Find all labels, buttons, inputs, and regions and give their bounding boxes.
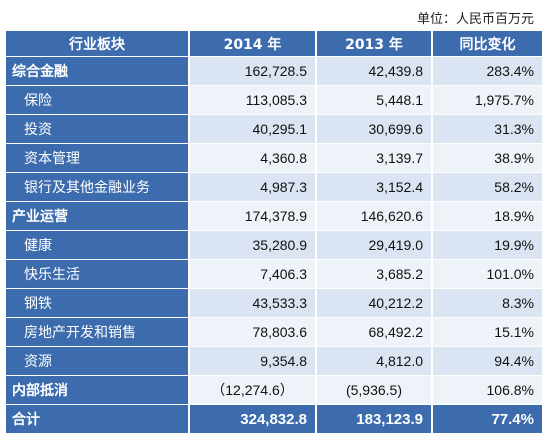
table-row: 健康 35,280.9 29,419.0 19.9% (6, 230, 542, 260)
value-change: 8.3% (432, 288, 542, 318)
value-2014: 4,987.3 (189, 172, 317, 202)
value-2013: 3,139.7 (316, 143, 433, 173)
table-row: 综合金融 162,728.5 42,439.8 283.4% (6, 56, 542, 86)
value-change: 19.9% (432, 230, 542, 260)
value-change: 18.9% (432, 201, 542, 231)
row-label: 产业运营 (6, 201, 190, 231)
table-row: 快乐生活 7,406.3 3,685.2 101.0% (6, 259, 542, 289)
value-2014: 43,533.3 (189, 288, 317, 318)
value-change: 94.4% (432, 346, 542, 376)
value-2013: 42,439.8 (316, 56, 433, 86)
table-row: 投资 40,295.1 30,699.6 31.3% (6, 114, 542, 144)
row-label: 快乐生活 (6, 259, 190, 289)
table-row: 内部抵消 （12,274.6） (5,936.5) 106.8% (6, 375, 542, 405)
table-row: 资源 9,354.8 4,812.0 94.4% (6, 346, 542, 376)
value-2013: 30,699.6 (316, 114, 433, 144)
table-row: 资本管理 4,360.8 3,139.7 38.9% (6, 143, 542, 173)
unit-note: 单位：人民币百万元 (416, 12, 534, 27)
value-2013: 3,685.2 (316, 259, 433, 289)
row-label: 资本管理 (6, 143, 190, 173)
row-label: 房地产开发和销售 (6, 317, 190, 347)
value-change: 101.0% (432, 259, 542, 289)
total-2014: 324,832.8 (189, 404, 317, 434)
value-change: 58.2% (432, 172, 542, 202)
total-2013: 183,123.9 (316, 404, 433, 434)
value-2014: 113,085.3 (189, 85, 317, 115)
value-2014: 162,728.5 (189, 56, 317, 86)
table-row: 房地产开发和销售 78,803.6 68,492.2 15.1% (6, 317, 542, 347)
value-2013: 5,448.1 (316, 85, 433, 115)
value-change: 1,975.7% (432, 85, 542, 115)
value-2013: 29,419.0 (316, 230, 433, 260)
header-2013: 2013 年 (316, 31, 433, 57)
row-label: 保险 (6, 85, 190, 115)
total-label: 合计 (6, 404, 190, 434)
value-2013: 40,212.2 (316, 288, 433, 318)
row-label: 投资 (6, 114, 190, 144)
header-2014: 2014 年 (189, 31, 317, 57)
value-2014: 40,295.1 (189, 114, 317, 144)
value-2014: 174,378.9 (189, 201, 317, 231)
row-label: 内部抵消 (6, 375, 190, 405)
row-label: 健康 (6, 230, 190, 260)
value-2013: 68,492.2 (316, 317, 433, 347)
table-row: 钢铁 43,533.3 40,212.2 8.3% (6, 288, 542, 318)
value-2014: 78,803.6 (189, 317, 317, 347)
value-2014: 35,280.9 (189, 230, 317, 260)
row-label: 银行及其他金融业务 (6, 172, 190, 202)
value-2014: 9,354.8 (189, 346, 317, 376)
header-change: 同比变化 (432, 31, 542, 57)
value-2014: 4,360.8 (189, 143, 317, 173)
header-sector: 行业板块 (6, 31, 190, 57)
value-change: 31.3% (432, 114, 542, 144)
value-change: 283.4% (432, 56, 542, 86)
value-2013: (5,936.5) (316, 375, 433, 405)
table-row: 产业运营 174,378.9 146,620.6 18.9% (6, 201, 542, 231)
row-label: 资源 (6, 346, 190, 376)
row-label: 综合金融 (6, 56, 190, 86)
value-change: 106.8% (432, 375, 542, 405)
value-change: 15.1% (432, 317, 542, 347)
value-2014: 7,406.3 (189, 259, 317, 289)
total-row: 合计 324,832.8 183,123.9 77.4% (6, 404, 542, 434)
value-change: 38.9% (432, 143, 542, 173)
table-row: 银行及其他金融业务 4,987.3 3,152.4 58.2% (6, 172, 542, 202)
value-2013: 146,620.6 (316, 201, 433, 231)
table-row: 保险 113,085.3 5,448.1 1,975.7% (6, 85, 542, 115)
value-2014: （12,274.6） (189, 375, 317, 405)
total-change: 77.4% (432, 404, 542, 434)
header-row: 行业板块 2014 年 2013 年 同比变化 (6, 31, 542, 57)
row-label: 钢铁 (6, 288, 190, 318)
value-2013: 4,812.0 (316, 346, 433, 376)
financial-table: 行业板块 2014 年 2013 年 同比变化 综合金融 162,728.5 42,… (6, 31, 542, 434)
value-2013: 3,152.4 (316, 172, 433, 202)
